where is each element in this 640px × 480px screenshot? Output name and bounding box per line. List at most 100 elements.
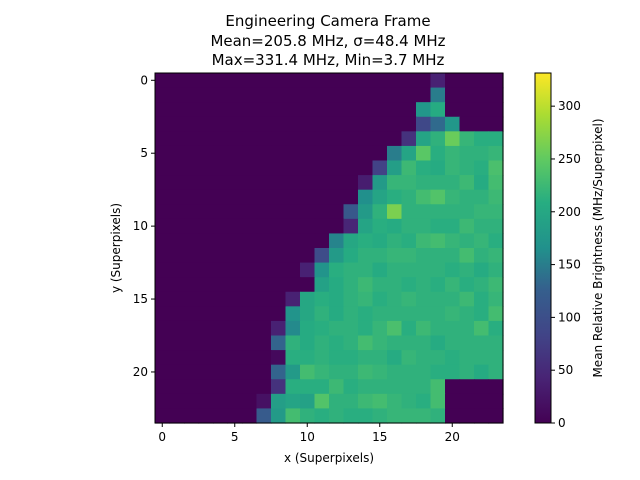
heatmap-cell bbox=[488, 204, 504, 220]
heatmap-cell bbox=[358, 379, 374, 395]
heatmap-cell bbox=[271, 73, 287, 89]
heatmap-cell bbox=[285, 291, 301, 307]
heatmap-cells bbox=[155, 73, 504, 424]
heatmap-cell bbox=[401, 218, 417, 235]
heatmap-cell bbox=[488, 306, 504, 322]
heatmap-cell bbox=[401, 335, 417, 351]
heatmap-cell bbox=[416, 116, 432, 132]
colorbar-ticks: 0 50 100 150 200 250 300 bbox=[551, 99, 581, 430]
colorbar bbox=[534, 72, 552, 424]
heatmap-cell bbox=[242, 350, 258, 366]
heatmap-cell bbox=[227, 379, 243, 395]
heatmap-cell bbox=[198, 145, 214, 162]
heatmap-cell bbox=[387, 306, 403, 322]
x-tick-label: 0 bbox=[158, 430, 166, 444]
heatmap-cell bbox=[445, 102, 461, 118]
chart-title-line-2: Mean=205.8 MHz, σ=48.4 MHz bbox=[210, 32, 445, 50]
heatmap-cell bbox=[256, 306, 272, 322]
heatmap-cell bbox=[227, 175, 243, 191]
heatmap-cell bbox=[242, 262, 258, 278]
heatmap-cell bbox=[271, 248, 287, 264]
heatmap-cell bbox=[430, 408, 446, 424]
heatmap-cell bbox=[372, 160, 388, 176]
heatmap-cell bbox=[401, 277, 417, 293]
heatmap-cell bbox=[314, 102, 330, 118]
heatmap-cell bbox=[285, 306, 301, 322]
heatmap-cell bbox=[184, 306, 200, 322]
heatmap-cell bbox=[285, 131, 301, 147]
heatmap-cell bbox=[416, 102, 432, 118]
heatmap-cell bbox=[329, 102, 345, 118]
heatmap-cell bbox=[474, 218, 490, 235]
heatmap-cell bbox=[314, 379, 330, 395]
heatmap-cell bbox=[271, 131, 287, 147]
heatmap-cell bbox=[314, 218, 330, 235]
heatmap-cell bbox=[242, 218, 258, 235]
heatmap-cell bbox=[184, 218, 200, 235]
heatmap-cell bbox=[430, 175, 446, 191]
heatmap-cell bbox=[198, 291, 214, 307]
heatmap-cell bbox=[227, 145, 243, 162]
heatmap-cell bbox=[155, 116, 171, 132]
heatmap-cell bbox=[169, 364, 185, 380]
heatmap-cell bbox=[242, 408, 258, 424]
heatmap-cell bbox=[300, 87, 316, 103]
heatmap-cell bbox=[488, 218, 504, 235]
heatmap-cell bbox=[285, 393, 301, 410]
heatmap-cell bbox=[343, 102, 359, 118]
heatmap-cell bbox=[329, 131, 345, 147]
heatmap-cell bbox=[343, 379, 359, 395]
heatmap-cell bbox=[459, 160, 475, 176]
heatmap-cell bbox=[459, 175, 475, 191]
heatmap-cell bbox=[329, 306, 345, 322]
heatmap-cell bbox=[271, 175, 287, 191]
heatmap-cell bbox=[372, 306, 388, 322]
heatmap-cell bbox=[184, 87, 200, 103]
heatmap-cell bbox=[227, 306, 243, 322]
heatmap-cell bbox=[314, 160, 330, 176]
heatmap-cell bbox=[198, 189, 214, 205]
heatmap-cell bbox=[343, 364, 359, 380]
heatmap-cell bbox=[155, 306, 171, 322]
heatmap-cell bbox=[242, 291, 258, 307]
heatmap-cell bbox=[227, 291, 243, 307]
heatmap-cell bbox=[155, 350, 171, 366]
heatmap-cell bbox=[271, 87, 287, 103]
heatmap-cell bbox=[300, 175, 316, 191]
heatmap-cell bbox=[387, 116, 403, 132]
heatmap-cell bbox=[387, 145, 403, 162]
heatmap-cell bbox=[213, 306, 229, 322]
heatmap-cell bbox=[227, 364, 243, 380]
heatmap-cell bbox=[155, 218, 171, 235]
heatmap-cell bbox=[430, 291, 446, 307]
heatmap-cell bbox=[343, 175, 359, 191]
heatmap-cell bbox=[401, 350, 417, 366]
heatmap-cell bbox=[416, 364, 432, 380]
heatmap-cell bbox=[184, 131, 200, 147]
heatmap-cell bbox=[343, 131, 359, 147]
heatmap-cell bbox=[430, 335, 446, 351]
heatmap-cell bbox=[343, 262, 359, 278]
heatmap-cell bbox=[198, 306, 214, 322]
heatmap-cell bbox=[300, 233, 316, 249]
heatmap-cell bbox=[169, 87, 185, 103]
heatmap-cell bbox=[213, 87, 229, 103]
heatmap-cell bbox=[271, 116, 287, 132]
heatmap-cell bbox=[256, 218, 272, 235]
heatmap-cell bbox=[256, 350, 272, 366]
heatmap-cell bbox=[387, 218, 403, 235]
heatmap-cell bbox=[430, 160, 446, 176]
heatmap-cell bbox=[227, 160, 243, 176]
heatmap-cell bbox=[271, 364, 287, 380]
heatmap-cell bbox=[300, 277, 316, 293]
heatmap-cell bbox=[300, 145, 316, 162]
heatmap-cell bbox=[329, 116, 345, 132]
heatmap-cell bbox=[445, 277, 461, 293]
heatmap-cell bbox=[474, 379, 490, 395]
heatmap-cell bbox=[343, 116, 359, 132]
heatmap-cell bbox=[430, 87, 446, 103]
heatmap-cell bbox=[488, 131, 504, 147]
heatmap-cell bbox=[474, 291, 490, 307]
heatmap-cell bbox=[387, 335, 403, 351]
heatmap-cell bbox=[256, 160, 272, 176]
